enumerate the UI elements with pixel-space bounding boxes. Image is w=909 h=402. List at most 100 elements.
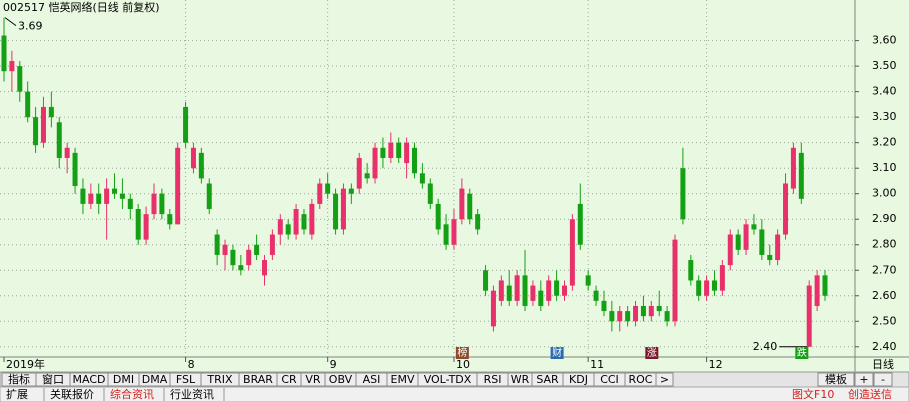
indicator-tab-label[interactable]: VOL-TDX (424, 373, 472, 386)
candle-body (467, 193, 473, 220)
candle-body (135, 209, 141, 240)
candle-body (190, 147, 196, 169)
indicator-tab-label[interactable]: MACD (73, 373, 106, 386)
indicator-tab-label[interactable]: CCI (600, 373, 619, 386)
candle-body (546, 280, 552, 301)
candle-body (727, 234, 733, 266)
candle-body (80, 188, 86, 204)
indicator-tab-label[interactable]: 指标 (8, 372, 30, 386)
candle-body (617, 311, 623, 322)
candle-body (372, 147, 378, 179)
candle-body (285, 224, 291, 235)
candle-body (309, 203, 315, 235)
indicator-tab[interactable] (655, 372, 674, 387)
candle-body (325, 183, 331, 194)
candle-body (254, 244, 260, 255)
right-tab-label[interactable]: 模板 (825, 372, 847, 386)
candle-body (711, 280, 717, 291)
candle-body (498, 280, 504, 301)
candle-body (735, 234, 741, 250)
event-marker-label[interactable]: 榜 (457, 346, 467, 359)
event-marker-label[interactable]: 财 (552, 346, 562, 359)
candle-body (175, 147, 181, 225)
x-tick-label: 9 (330, 358, 337, 371)
info-bar (0, 386, 909, 402)
indicator-tab-label[interactable]: RSI (484, 373, 502, 386)
indicator-tab-label[interactable]: ROC (629, 373, 653, 386)
candle-body (514, 275, 520, 301)
candle-body (277, 219, 283, 235)
annotation-label: 2.40 (753, 340, 778, 353)
indicator-tab-label[interactable]: VR (305, 373, 321, 386)
indicator-tab-label[interactable]: ASI (363, 373, 381, 386)
candle-body (751, 224, 757, 230)
indicator-tab-label[interactable]: SAR (536, 373, 559, 386)
right-tab[interactable] (854, 372, 874, 387)
y-tick-label: 3.40 (872, 85, 897, 98)
candle-body (183, 106, 189, 143)
candle-body (1, 35, 7, 72)
indicator-tab-label[interactable]: TRIX (206, 373, 233, 386)
event-marker[interactable] (795, 347, 809, 359)
candle-body (293, 209, 299, 235)
info-tab-label[interactable]: 扩展 (6, 387, 28, 401)
y-tick-label: 2.60 (872, 289, 897, 302)
y-tick-label: 3.00 (872, 187, 897, 200)
indicator-tab-label[interactable]: > (660, 373, 669, 386)
candle-body (380, 147, 386, 158)
candle-body (743, 224, 749, 250)
candle-body (159, 193, 165, 215)
candle-body (419, 173, 425, 184)
candle-body (775, 234, 781, 261)
indicator-tab-label[interactable]: EMV (391, 373, 415, 386)
right-tab[interactable] (873, 372, 893, 387)
candle-body (656, 305, 662, 312)
candle-body (9, 61, 15, 72)
right-tab[interactable] (817, 372, 855, 387)
indicator-tab-label[interactable]: WR (511, 373, 530, 386)
event-marker[interactable] (455, 347, 469, 359)
candle-body (348, 188, 354, 194)
indicator-tab-label[interactable]: BRAR (243, 373, 273, 386)
event-marker[interactable] (550, 347, 564, 359)
event-marker[interactable] (645, 347, 659, 359)
candle-body (206, 183, 212, 210)
x-tick-label: 10 (456, 358, 470, 371)
candle-body (814, 275, 820, 306)
info-tab-label[interactable]: 行业资讯 (170, 388, 214, 401)
annotation-label: 3.69 (18, 20, 43, 33)
info-right-label[interactable]: 图文F10 (792, 387, 834, 401)
y-tick-label: 3.60 (872, 34, 897, 47)
indicator-tab-label[interactable]: KDJ (569, 373, 588, 386)
candle-body (459, 188, 465, 220)
indicator-tab-label[interactable]: DMI (113, 373, 134, 386)
indicator-tab-label[interactable]: DMA (142, 373, 168, 386)
right-tab-label[interactable]: - (881, 373, 885, 386)
candle-body (601, 300, 607, 312)
candle-body (48, 106, 54, 118)
indicator-tab-label[interactable]: OBV (329, 373, 353, 386)
y-tick-label: 3.30 (872, 110, 897, 123)
candle-body (577, 203, 583, 245)
candle-body (364, 173, 370, 179)
candle-body (443, 224, 449, 245)
candle-body (704, 280, 710, 296)
y-tick-label: 3.10 (872, 161, 897, 174)
right-tab-label[interactable]: + (859, 373, 868, 386)
indicator-tab-label[interactable]: 窗口 (42, 372, 64, 386)
info-right-label[interactable]: 创造送信 (848, 387, 892, 401)
event-marker-label[interactable]: 涨 (647, 347, 657, 359)
candle-body (633, 305, 639, 322)
y-tick-label: 2.90 (872, 212, 897, 225)
candle-body (719, 265, 725, 291)
candle-body (230, 249, 236, 266)
info-tab-label[interactable]: 关联报价 (50, 387, 94, 401)
candle-body (625, 311, 631, 322)
indicator-tab-label[interactable]: FSL (176, 373, 196, 386)
info-tab-label[interactable]: 综合资讯 (110, 387, 154, 401)
candle-body (88, 193, 94, 204)
indicator-tab-label[interactable]: CR (281, 373, 297, 386)
event-marker-label[interactable]: 跌 (797, 346, 807, 359)
